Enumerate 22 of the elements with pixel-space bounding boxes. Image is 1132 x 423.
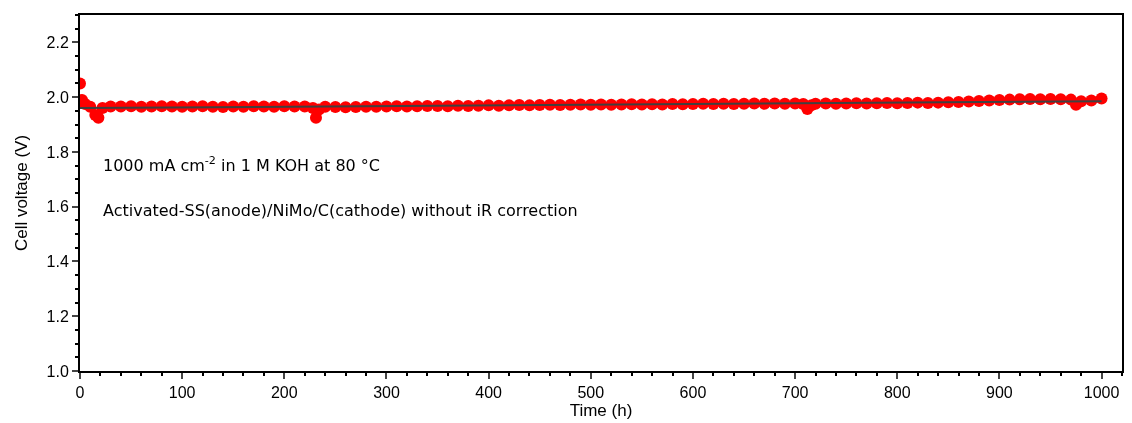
annotation: Activated-SS(anode)/NiMo/C(cathode) without iR correction bbox=[103, 201, 578, 220]
x-axis-title: Time (h) bbox=[569, 401, 633, 421]
x-tick-label: 700 bbox=[781, 384, 809, 402]
x-tick-label: 400 bbox=[475, 384, 503, 402]
x-tick-label: 900 bbox=[986, 384, 1013, 402]
annotation: 1000 mA cm$^{-2}$ in 1 M KOH at 80 °C bbox=[103, 154, 380, 175]
y-tick-label: 1.2 bbox=[46, 307, 69, 325]
x-tick-label: 300 bbox=[373, 384, 400, 402]
y-tick-label: 1.4 bbox=[46, 253, 69, 271]
x-tick-label: 600 bbox=[679, 384, 707, 402]
x-tick-label: 200 bbox=[270, 384, 298, 402]
y-axis-title: Cell voltage (V) bbox=[11, 134, 31, 252]
y-tick-label: 1.8 bbox=[46, 143, 69, 161]
y-tick-label: 2.2 bbox=[46, 33, 69, 51]
x-tick-label: 800 bbox=[883, 384, 911, 402]
x-tick-label: 0 bbox=[75, 384, 85, 402]
x-tick-label: 1000 bbox=[1083, 384, 1120, 402]
x-tick-label: 500 bbox=[577, 384, 605, 402]
y-tick-label: 2.0 bbox=[46, 88, 69, 106]
y-tick-label: 1.6 bbox=[46, 198, 69, 216]
y-tick-label: 1.0 bbox=[46, 362, 69, 380]
x-tick-label: 100 bbox=[168, 384, 196, 402]
